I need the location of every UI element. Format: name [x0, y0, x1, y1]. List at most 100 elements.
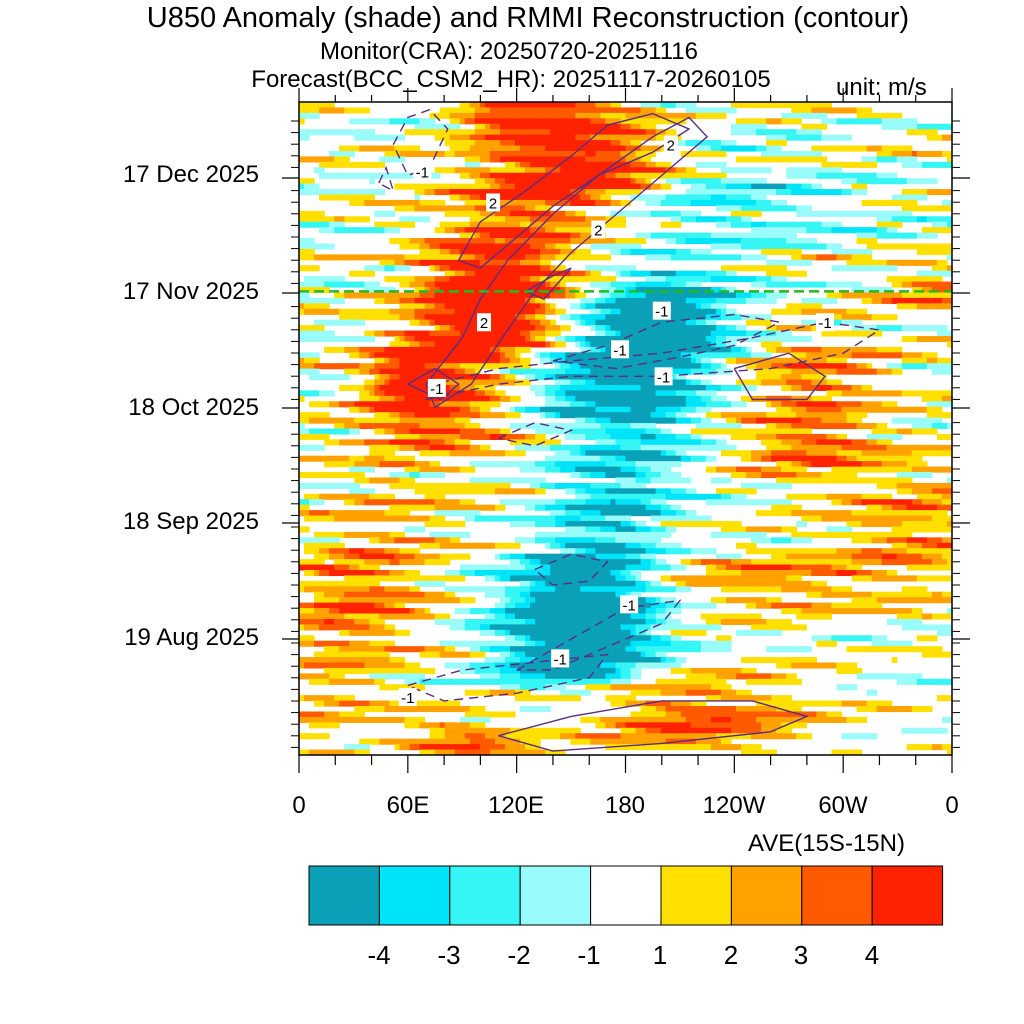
shade-cell: [575, 167, 581, 174]
shade-cell: [645, 102, 652, 109]
shade-cell: [946, 205, 952, 212]
shade-cell: [786, 303, 792, 310]
shade-cell: [736, 129, 742, 136]
shade-cell: [494, 232, 501, 239]
shade-cell: [906, 390, 913, 397]
shade-cell: [570, 232, 576, 239]
shade-cell: [926, 232, 933, 239]
shade-cell: [535, 123, 541, 130]
shade-cell: [399, 368, 406, 375]
shade-cell: [886, 243, 893, 250]
shade-cell: [389, 297, 396, 304]
shade-cell: [901, 297, 908, 304]
shade-cell: [344, 194, 350, 201]
shade-cell: [304, 276, 310, 283]
shade-cell: [545, 259, 551, 266]
shade-cell: [585, 167, 591, 174]
shade-cell: [771, 308, 777, 315]
shade-cell: [766, 205, 772, 212]
shade-cell: [479, 134, 486, 141]
shade-cell: [916, 390, 923, 397]
shade-cell: [640, 330, 647, 337]
shade-cell: [766, 363, 772, 370]
shade-cell: [796, 368, 802, 375]
shade-cell: [555, 287, 561, 294]
shade-cell: [494, 107, 501, 114]
shade-cell: [816, 112, 822, 119]
shade-cell: [504, 140, 511, 147]
shade-cell: [801, 308, 807, 315]
shade-cell: [499, 330, 506, 337]
shade-cell: [690, 210, 697, 217]
shade-cell: [705, 140, 712, 147]
shade-cell: [630, 384, 637, 392]
shade-cell: [555, 292, 561, 299]
shade-cell: [901, 199, 908, 206]
shade-cell: [931, 205, 938, 212]
shade-cell: [399, 401, 406, 408]
shade-cell: [685, 216, 692, 223]
shade-cell: [479, 232, 486, 239]
shade-cell: [319, 221, 325, 228]
shade-cell: [444, 259, 451, 266]
shade-cell: [776, 330, 782, 337]
shade-cell: [690, 395, 697, 402]
shade-cell: [304, 303, 310, 310]
shade-cell: [459, 221, 466, 228]
shade-cell: [600, 150, 606, 158]
shade-cell: [339, 216, 345, 223]
shade-cell: [520, 254, 526, 261]
shade-cell: [871, 325, 878, 332]
shade-cell: [474, 205, 481, 212]
shade-cell: [369, 265, 375, 272]
shade-cell: [705, 199, 712, 206]
shade-cell: [756, 281, 762, 288]
shade-cell: [494, 379, 501, 386]
shade-cell: [615, 325, 622, 332]
shade-cell: [344, 129, 350, 136]
shade-cell: [464, 270, 471, 277]
shade-cell: [675, 384, 682, 392]
shade-cell: [590, 150, 596, 158]
shade-cell: [600, 287, 606, 294]
shade-cell: [334, 363, 340, 370]
shade-cell: [736, 167, 742, 174]
shade-cell: [720, 232, 727, 239]
shade-cell: [364, 346, 370, 353]
shade-cell: [916, 248, 923, 255]
shade-cell: [761, 374, 767, 381]
shade-cell: [640, 194, 647, 201]
shade-cell: [871, 297, 878, 304]
shade-cell: [665, 281, 672, 288]
shade-cell: [424, 183, 431, 190]
shade-cell: [680, 276, 687, 283]
shade-cell: [369, 161, 375, 168]
shade-cell: [705, 112, 712, 119]
shade-cell: [545, 325, 551, 332]
shade-cell: [926, 287, 933, 294]
shade-cell: [826, 172, 833, 179]
shade-cell: [670, 308, 677, 315]
shade-cell: [555, 210, 561, 217]
shade-cell: [545, 221, 551, 228]
shade-cell: [650, 199, 657, 206]
shade-cell: [746, 265, 752, 272]
shade-cell: [575, 335, 581, 343]
shade-cell: [399, 265, 406, 272]
shade-cell: [936, 357, 943, 364]
shade-cell: [399, 352, 406, 359]
shade-cell: [841, 292, 848, 299]
shade-cell: [901, 123, 908, 130]
shade-cell: [479, 297, 486, 304]
shade-cell: [821, 156, 828, 163]
shade-cell: [761, 243, 767, 250]
shade-cell: [635, 232, 642, 239]
shade-cell: [710, 335, 717, 343]
shade-cell: [314, 352, 320, 359]
shade-cell: [565, 216, 571, 223]
shade-cell: [771, 341, 777, 348]
shade-cell: [821, 352, 828, 359]
shade-cell: [801, 335, 807, 343]
shade-cell: [349, 129, 355, 136]
shade-cell: [459, 346, 466, 353]
